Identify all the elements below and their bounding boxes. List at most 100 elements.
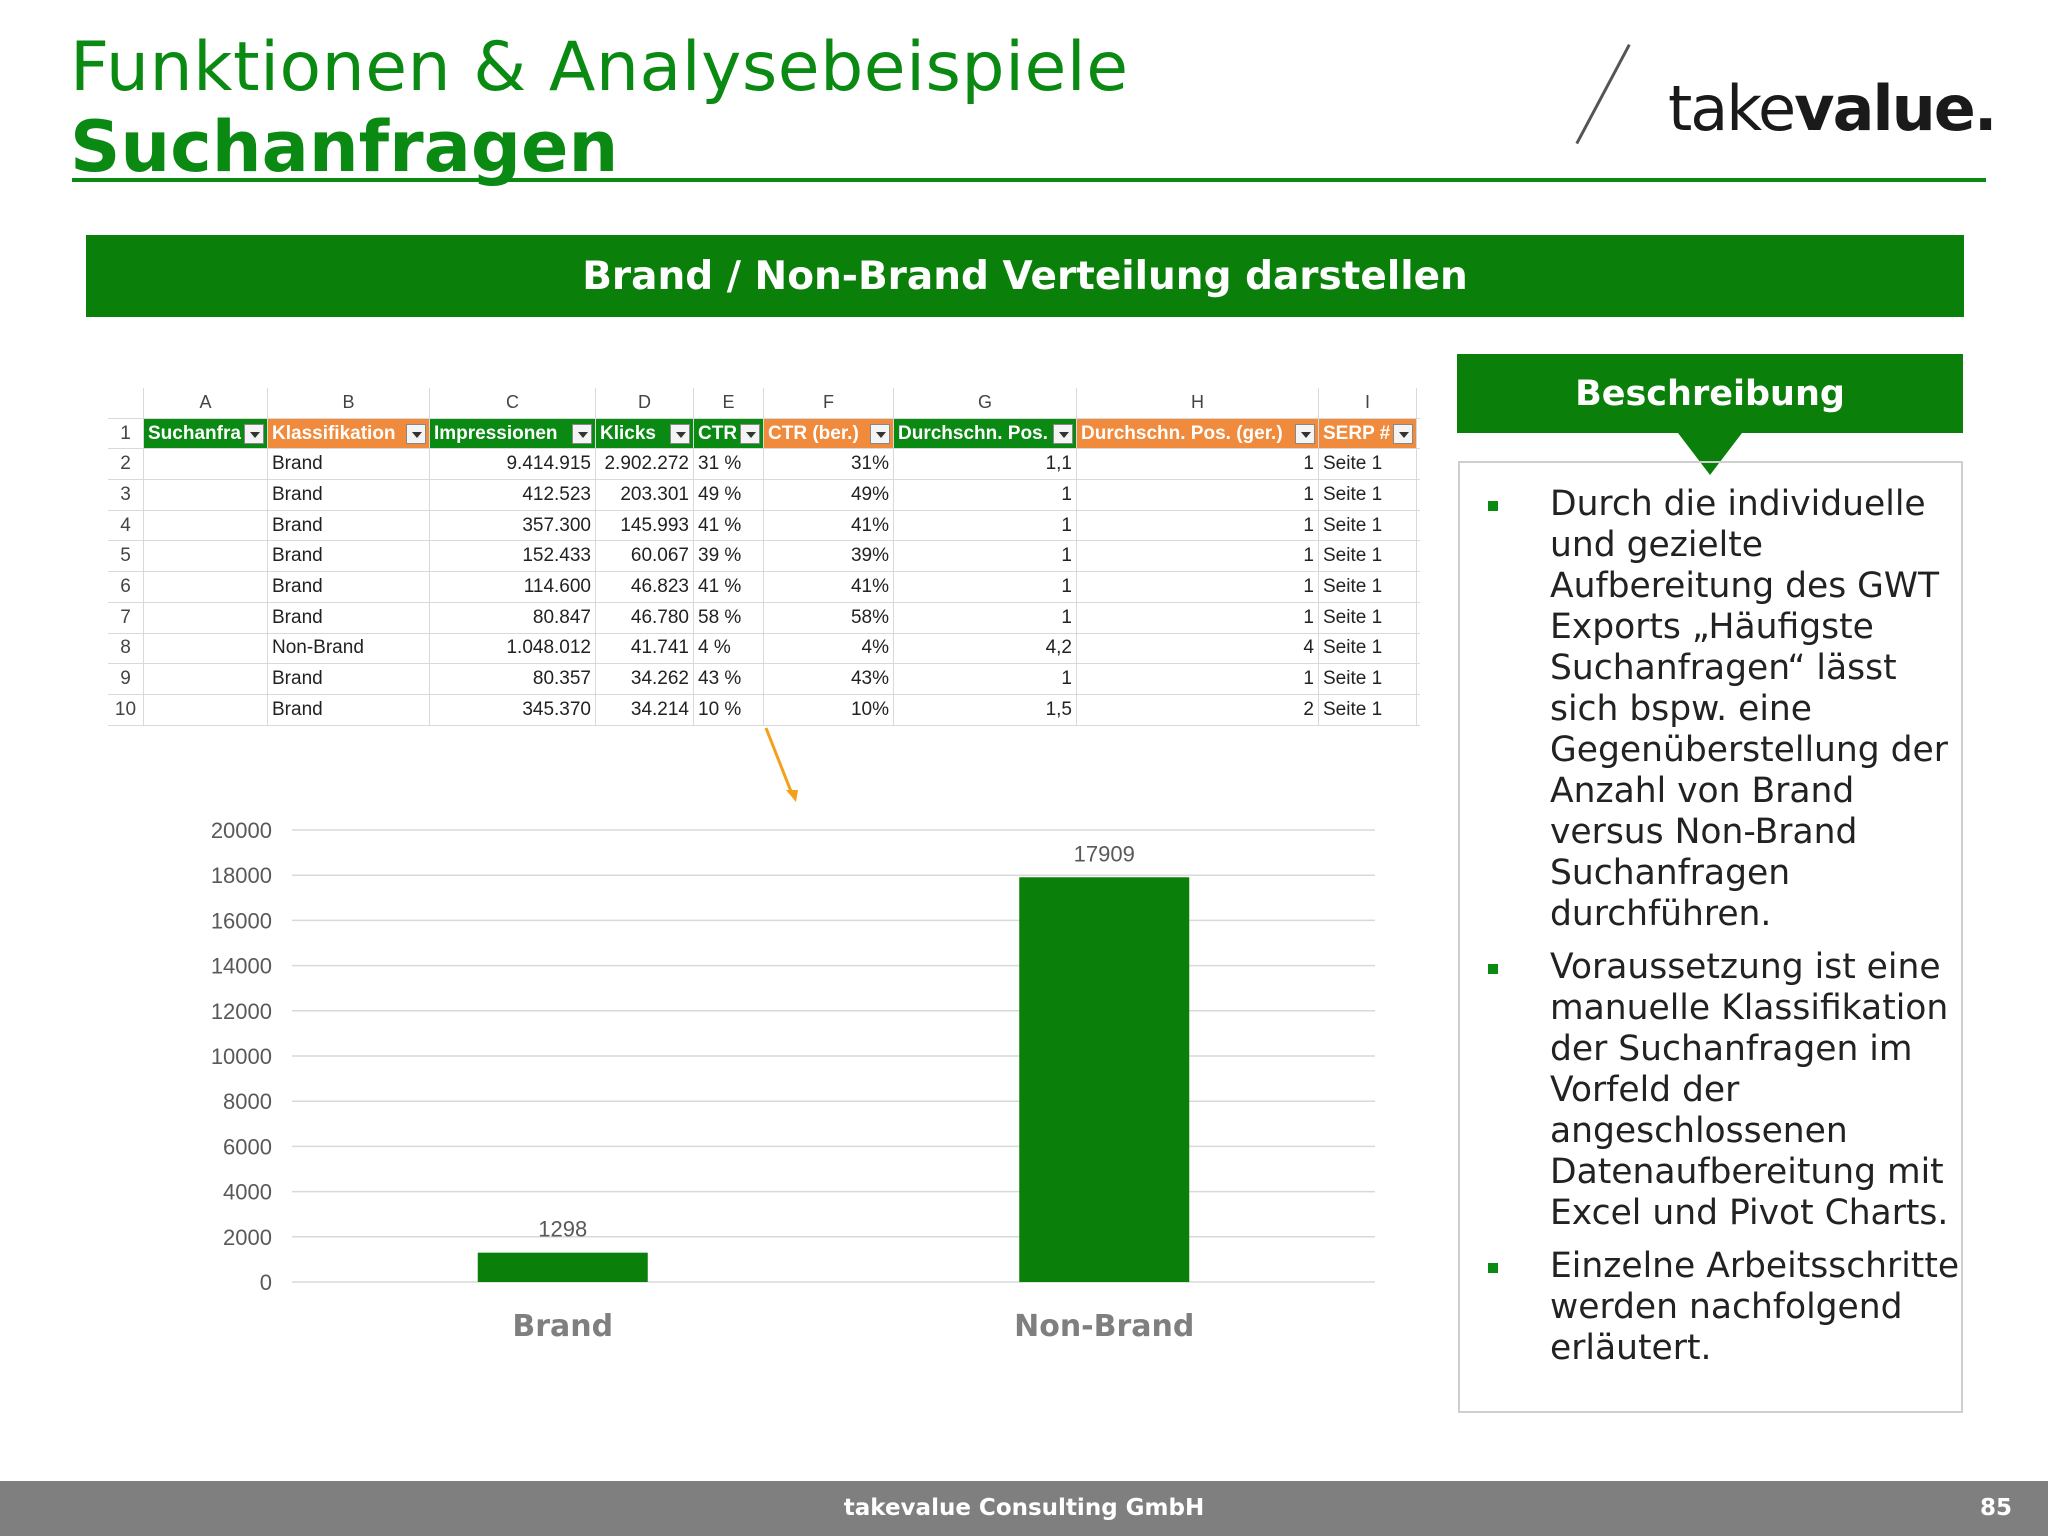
column-header-label: Klassifikation	[272, 422, 396, 444]
orange-arrow-icon	[764, 727, 798, 802]
category-label: Non-Brand	[1014, 1309, 1194, 1344]
description-header: Beschreibung	[1457, 354, 1963, 433]
y-tick-label: 12000	[211, 999, 272, 1024]
table-cell: 1	[894, 664, 1077, 694]
table-cell: 10%	[764, 694, 894, 725]
logo-slash-mark	[1575, 44, 1631, 145]
table-cell: 46.823	[596, 572, 694, 602]
column-letter: B	[268, 388, 430, 418]
table-header-row: 1 Suchanfra Klassifikation Impressionen Klic…	[108, 418, 1420, 450]
table-cell: 1	[894, 510, 1077, 541]
table-row: 2 Brand 9.414.915 2.902.272 31 % 31% 1,1 1 Seite…	[108, 449, 1420, 481]
data-label: 1298	[538, 1217, 587, 1242]
table-cell: 2.902.272	[596, 449, 694, 480]
column-header-label: Impressionen	[434, 422, 558, 444]
table-cell: 34.214	[596, 694, 694, 725]
brand-nonbrand-bar-chart: 0 2000 4000 6000 8000 10000 12000 14000 16000 180…	[211, 818, 1375, 1344]
table-cell: 1	[1077, 664, 1319, 694]
header-divider	[72, 178, 1986, 182]
description-box	[1458, 461, 1963, 1413]
description-list: Durch die individuelle und gezielte Aufb…	[1482, 484, 1962, 1381]
y-tick-label: 16000	[211, 908, 272, 933]
filter-dropdown-icon[interactable]	[1295, 423, 1315, 444]
column-header-label: CTR	[698, 422, 738, 444]
table-row: 8 Non-Brand 1.048.012 41.741 4 % 4% 4,2 4 Seite …	[108, 633, 1420, 665]
filter-dropdown-icon[interactable]	[870, 423, 890, 444]
table-cell: Brand	[268, 449, 430, 480]
row-number: 4	[108, 510, 144, 541]
description-bullet: Einzelne Arbeitsschritte werden nachfolg…	[1482, 1246, 1962, 1369]
table-cell: 58 %	[694, 602, 764, 633]
filter-dropdown-icon[interactable]	[244, 423, 264, 444]
description-title: Beschreibung	[1575, 373, 1845, 414]
table-cell	[144, 510, 268, 541]
filter-dropdown-icon[interactable]	[740, 423, 760, 444]
table-cell: Seite 1	[1319, 633, 1417, 664]
section-banner: Brand / Non-Brand Verteilung darstellen	[86, 235, 1964, 317]
table-cell: Seite 1	[1319, 480, 1417, 510]
table-cell: 41%	[764, 572, 894, 602]
description-pointer-icon	[1678, 433, 1742, 475]
bar-non-brand	[1019, 877, 1190, 1282]
table-cell: 4,2	[894, 633, 1077, 664]
column-letter: A	[144, 388, 268, 418]
table-cell: 4 %	[694, 633, 764, 664]
table-cell: 1	[1077, 449, 1319, 480]
table-cell: 1	[894, 480, 1077, 510]
row-number: 8	[108, 633, 144, 664]
table-cell: 31%	[764, 449, 894, 480]
table-cell: 1	[1077, 480, 1319, 510]
page-number: 85	[1979, 1495, 2012, 1521]
table-cell: Brand	[268, 572, 430, 602]
table-cell: 1	[894, 602, 1077, 633]
y-tick-label: 6000	[223, 1134, 272, 1159]
table-cell: 357.300	[430, 510, 596, 541]
takevalue-logo: takevalue.	[1668, 72, 1997, 145]
logo-text-bold: value.	[1794, 72, 1997, 145]
column-header: Durchschn. Pos.	[894, 418, 1077, 449]
row-number: 9	[108, 664, 144, 694]
table-cell: Seite 1	[1319, 572, 1417, 602]
y-tick-label: 4000	[223, 1180, 272, 1205]
table-cell: 39%	[764, 541, 894, 572]
row-number: 2	[108, 449, 144, 480]
table-cell: 1	[894, 541, 1077, 572]
table-cell: 9.414.915	[430, 449, 596, 480]
table-cell: 1,1	[894, 449, 1077, 480]
table-row: 7 Brand 80.847 46.780 58 % 58% 1 1 Seite 1	[108, 602, 1420, 634]
column-header-label: SERP #	[1323, 422, 1391, 444]
table-cell	[144, 572, 268, 602]
table-cell: Brand	[268, 602, 430, 633]
table-cell: Brand	[268, 541, 430, 572]
bullet-square-icon	[1488, 501, 1498, 511]
row-number: 3	[108, 480, 144, 510]
table-cell	[144, 664, 268, 694]
table-cell: 41 %	[694, 510, 764, 541]
filter-dropdown-icon[interactable]	[670, 423, 690, 444]
table-cell: Seite 1	[1319, 510, 1417, 541]
filter-dropdown-icon[interactable]	[406, 423, 426, 444]
description-bullet-text: Einzelne Arbeitsschritte werden nachfolg…	[1550, 1246, 1960, 1368]
table-cell: 31 %	[694, 449, 764, 480]
table-cell: 152.433	[430, 541, 596, 572]
table-cell: 43%	[764, 664, 894, 694]
table-cell	[144, 694, 268, 725]
table-cell: 1.048.012	[430, 633, 596, 664]
table-cell: Brand	[268, 510, 430, 541]
filter-dropdown-icon[interactable]	[1393, 423, 1413, 444]
table-cell: 60.067	[596, 541, 694, 572]
table-cell: 49 %	[694, 480, 764, 510]
table-cell: 34.262	[596, 664, 694, 694]
table-row: 5 Brand 152.433 60.067 39 % 39% 1 1 Seite 1	[108, 541, 1420, 573]
description-bullet: Durch die individuelle und gezielte Aufb…	[1482, 484, 1962, 935]
table-cell: Seite 1	[1319, 602, 1417, 633]
table-cell: Seite 1	[1319, 694, 1417, 725]
column-header: SERP #	[1319, 418, 1417, 449]
filter-dropdown-icon[interactable]	[572, 423, 592, 444]
slide-subtitle: Suchanfragen	[70, 106, 619, 188]
table-cell: 1	[1077, 510, 1319, 541]
table-cell	[144, 480, 268, 510]
table-cell	[144, 541, 268, 572]
table-cell: 41%	[764, 510, 894, 541]
filter-dropdown-icon[interactable]	[1053, 423, 1073, 444]
